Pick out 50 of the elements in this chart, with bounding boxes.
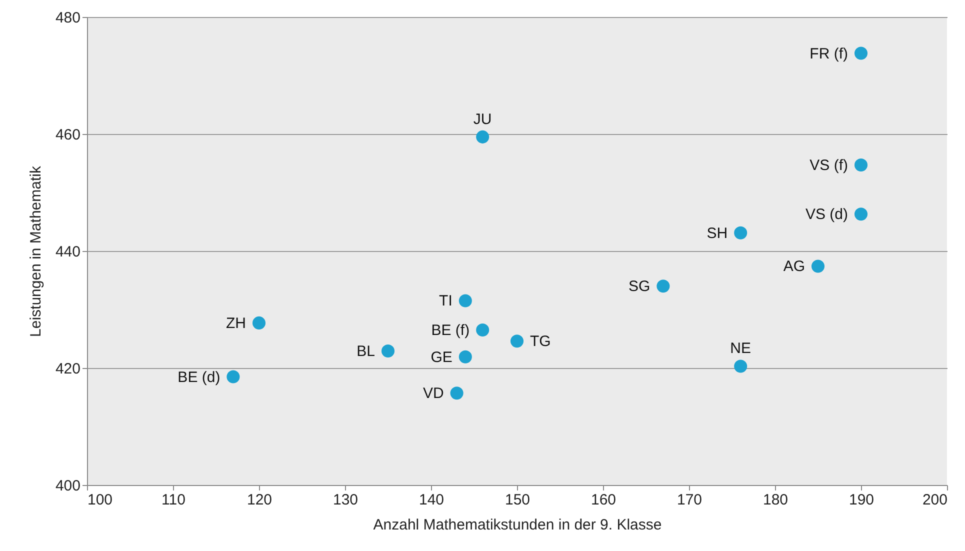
point — [476, 323, 490, 336]
point — [252, 316, 266, 330]
x-tick-label: 190 — [848, 492, 874, 508]
point — [656, 280, 670, 293]
data-label: VS (d) — [805, 206, 848, 224]
point — [381, 344, 395, 358]
x-tick-label: 100 — [88, 492, 113, 508]
x-tick-label: 200 — [922, 492, 948, 508]
data-label: BE (f) — [431, 322, 470, 339]
point — [226, 370, 240, 384]
data-label: FR (f) — [810, 45, 848, 62]
x-axis-title: Anzahl Mathematikstunden in der 9. Klasse — [373, 516, 662, 534]
data-label: VS (f) — [810, 157, 848, 174]
y-tick-label: 480 — [55, 10, 80, 26]
x-tick-label: 160 — [590, 492, 616, 508]
point — [811, 260, 825, 273]
y-tick-label: 400 — [55, 478, 80, 494]
point — [476, 130, 490, 144]
data-label: SH — [706, 224, 728, 242]
point — [854, 158, 868, 172]
data-label: NE — [730, 340, 752, 358]
point — [854, 208, 868, 221]
y-axis-title: Leistungen in Mathematik — [27, 166, 44, 337]
x-tick-label: 110 — [162, 492, 186, 508]
x-tick-label: 150 — [504, 492, 530, 508]
point — [854, 46, 868, 60]
data-label: ZH — [226, 314, 246, 332]
data-label: TG — [530, 333, 551, 350]
data-label: BL — [356, 343, 375, 360]
point — [458, 294, 472, 308]
data-label: BE (d) — [178, 368, 220, 386]
point — [458, 350, 472, 364]
data-label: GE — [430, 348, 452, 366]
data-label: AG — [783, 258, 805, 276]
y-tick-label: 440 — [55, 244, 80, 260]
x-tick-label: 180 — [762, 492, 788, 508]
data-label: SG — [628, 278, 650, 296]
y-tick-label: 420 — [55, 360, 80, 378]
x-tick-label: 140 — [418, 492, 444, 508]
y-tick-label: 460 — [55, 126, 80, 144]
data-label: VD — [422, 385, 444, 402]
x-tick-label: 170 — [676, 492, 702, 508]
point — [450, 386, 464, 400]
data-label: TI — [439, 292, 452, 310]
point — [734, 360, 748, 373]
x-tick-label: 120 — [246, 492, 272, 508]
x-tick-label: 130 — [332, 492, 358, 508]
point — [510, 334, 524, 348]
point — [734, 226, 748, 240]
data-label: JU — [473, 110, 492, 128]
